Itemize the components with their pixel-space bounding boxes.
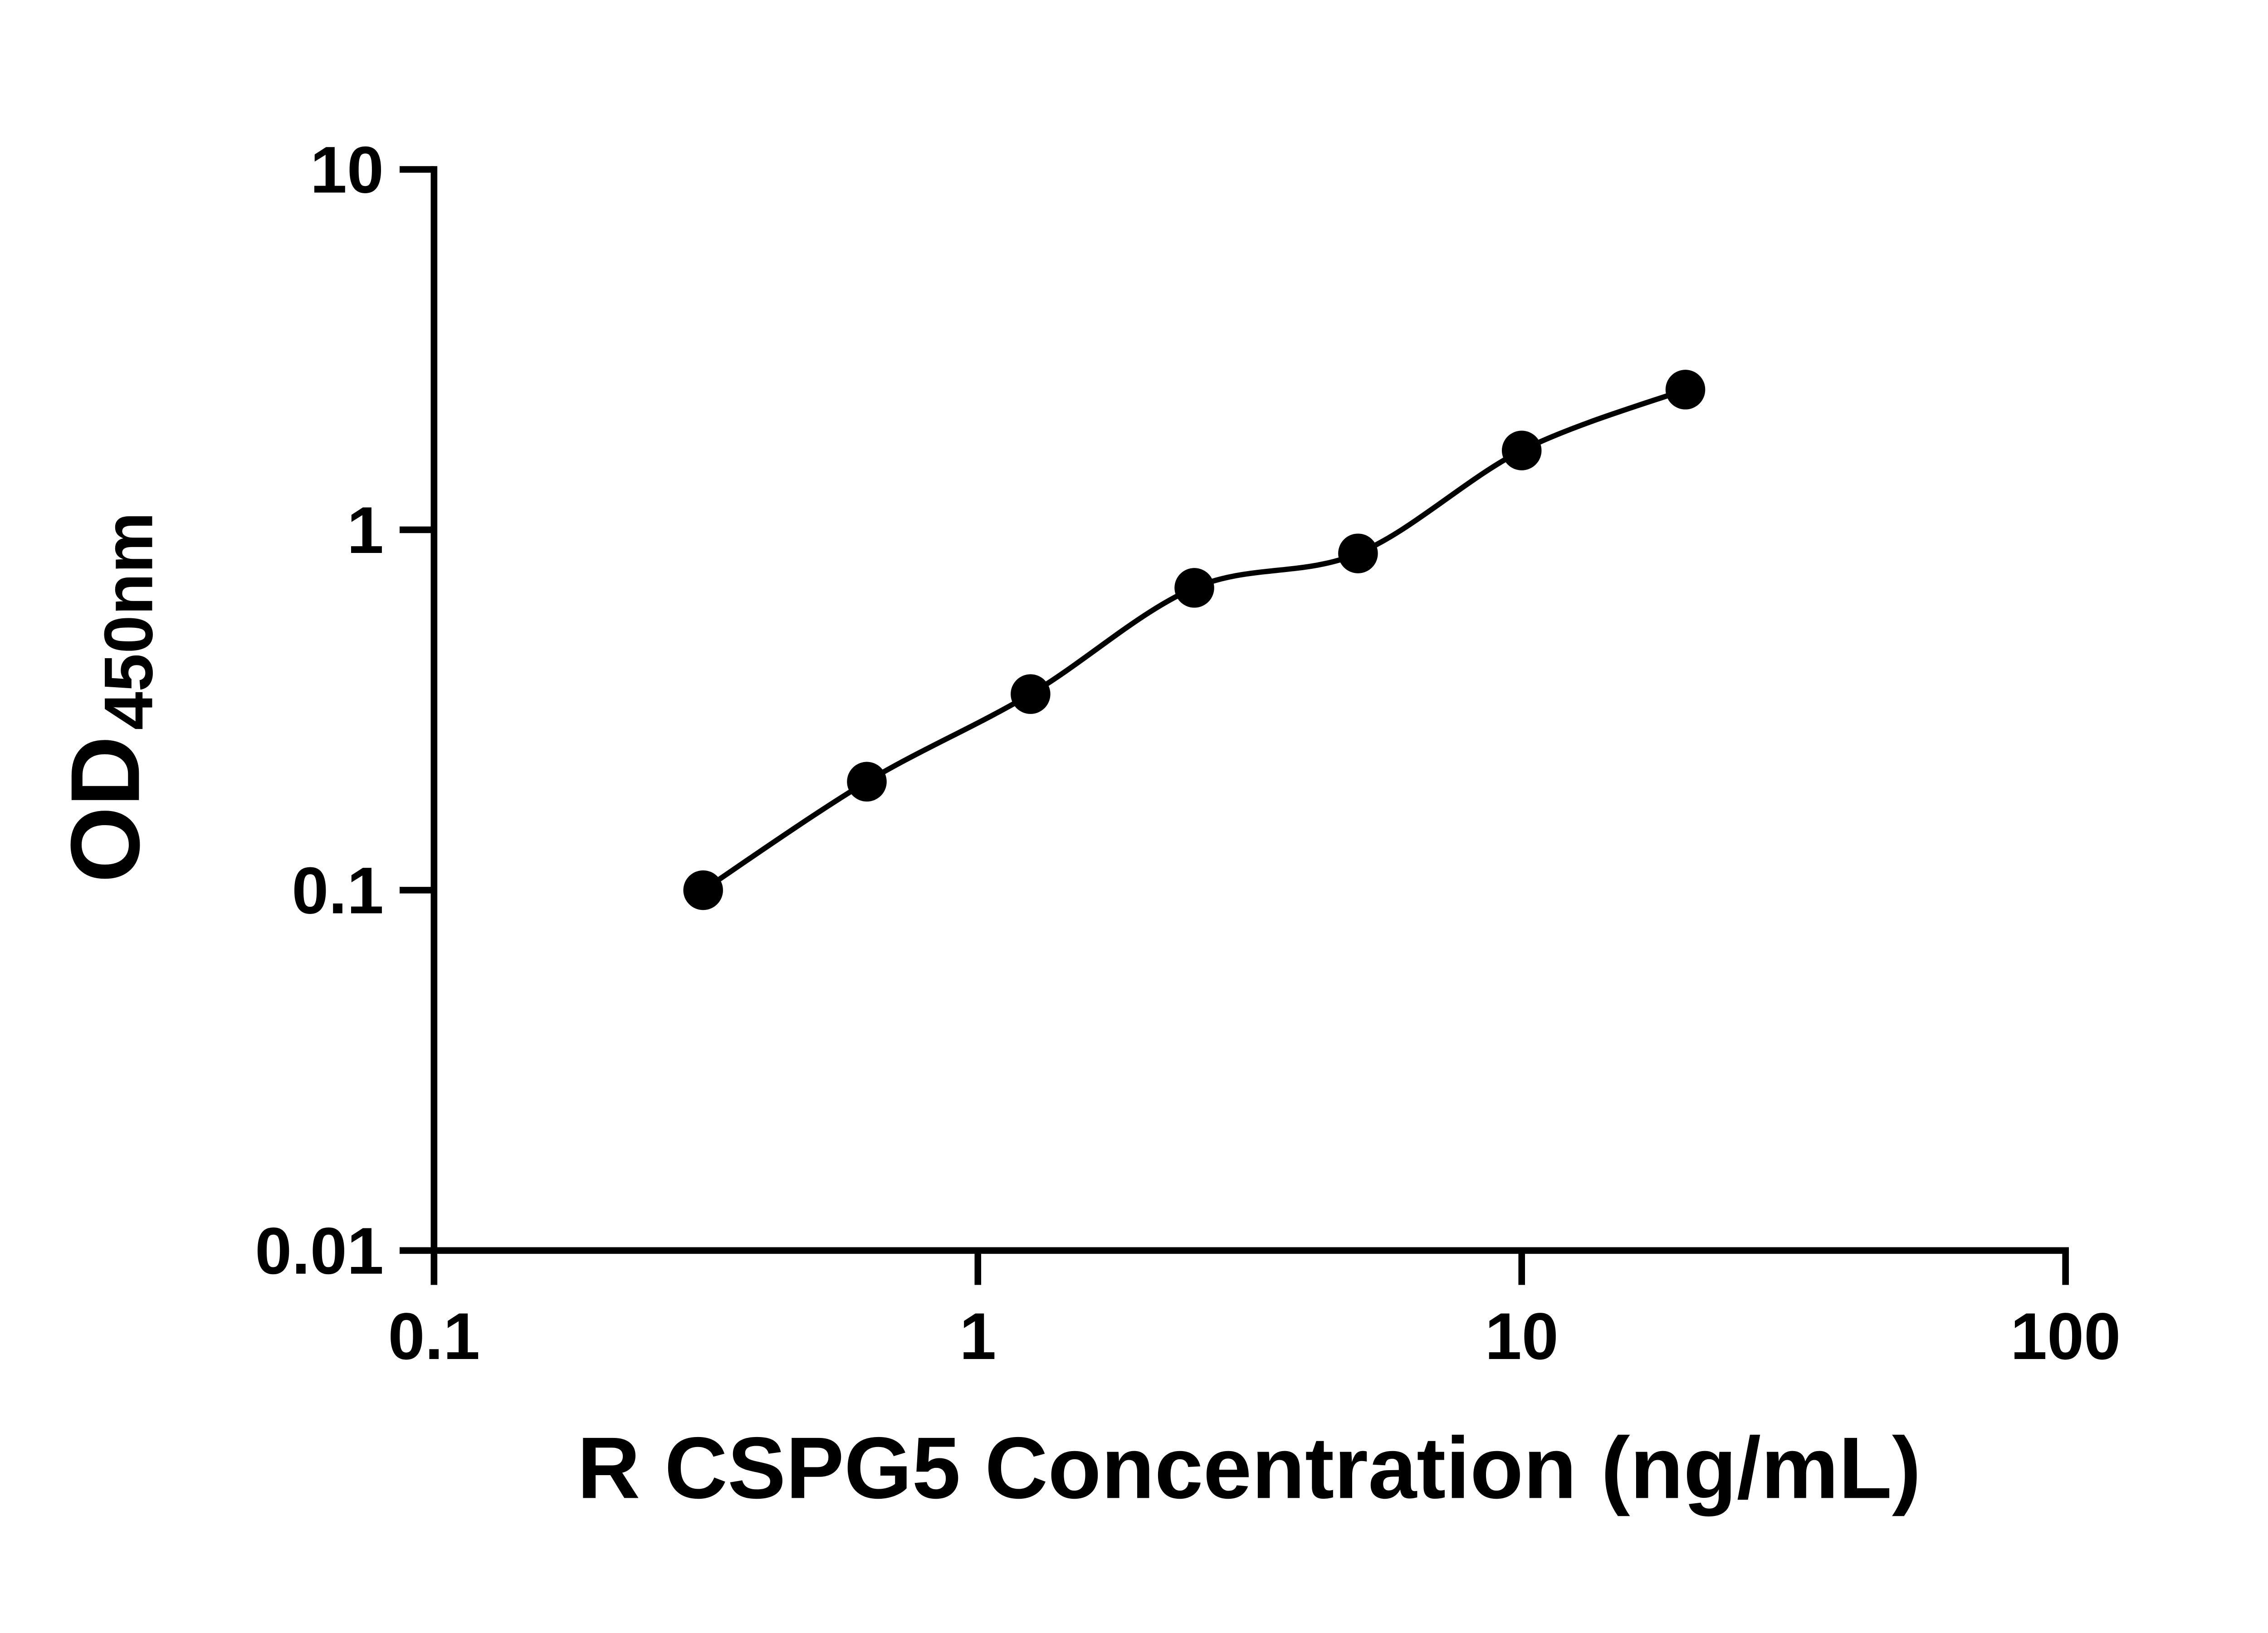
data-point (1174, 568, 1214, 608)
axes-layer (430, 166, 2069, 1254)
data-point (1665, 370, 1706, 410)
x-tick-label: 1 (959, 1299, 996, 1373)
y-tick-label: 1 (347, 493, 384, 567)
fit-curve-layer (701, 387, 1686, 893)
y-tick-label: 0.01 (255, 1214, 384, 1288)
x-tick-label: 100 (2010, 1299, 2121, 1373)
x-axis-title: R CSPG5 Concentration (ng/mL) (577, 1419, 1921, 1516)
data-points-layer (683, 370, 1706, 910)
y-axis-title-main: OD (50, 736, 160, 883)
data-point (1338, 533, 1378, 573)
y-axis-title-subscript: 450nm (90, 512, 167, 730)
y-tick-label: 0.1 (292, 853, 384, 927)
axis-spines (430, 166, 2069, 1254)
fit-curve (701, 387, 1686, 893)
data-point (1011, 674, 1051, 714)
x-tick-label: 0.1 (388, 1299, 480, 1373)
y-tick-label: 10 (310, 133, 384, 207)
data-point (1501, 430, 1542, 470)
data-point (683, 870, 723, 910)
x-tick-label: 10 (1485, 1299, 1559, 1373)
y-axis-title: OD 450nm (50, 512, 167, 883)
ticks-layer (399, 166, 2069, 1285)
data-point (847, 762, 887, 802)
